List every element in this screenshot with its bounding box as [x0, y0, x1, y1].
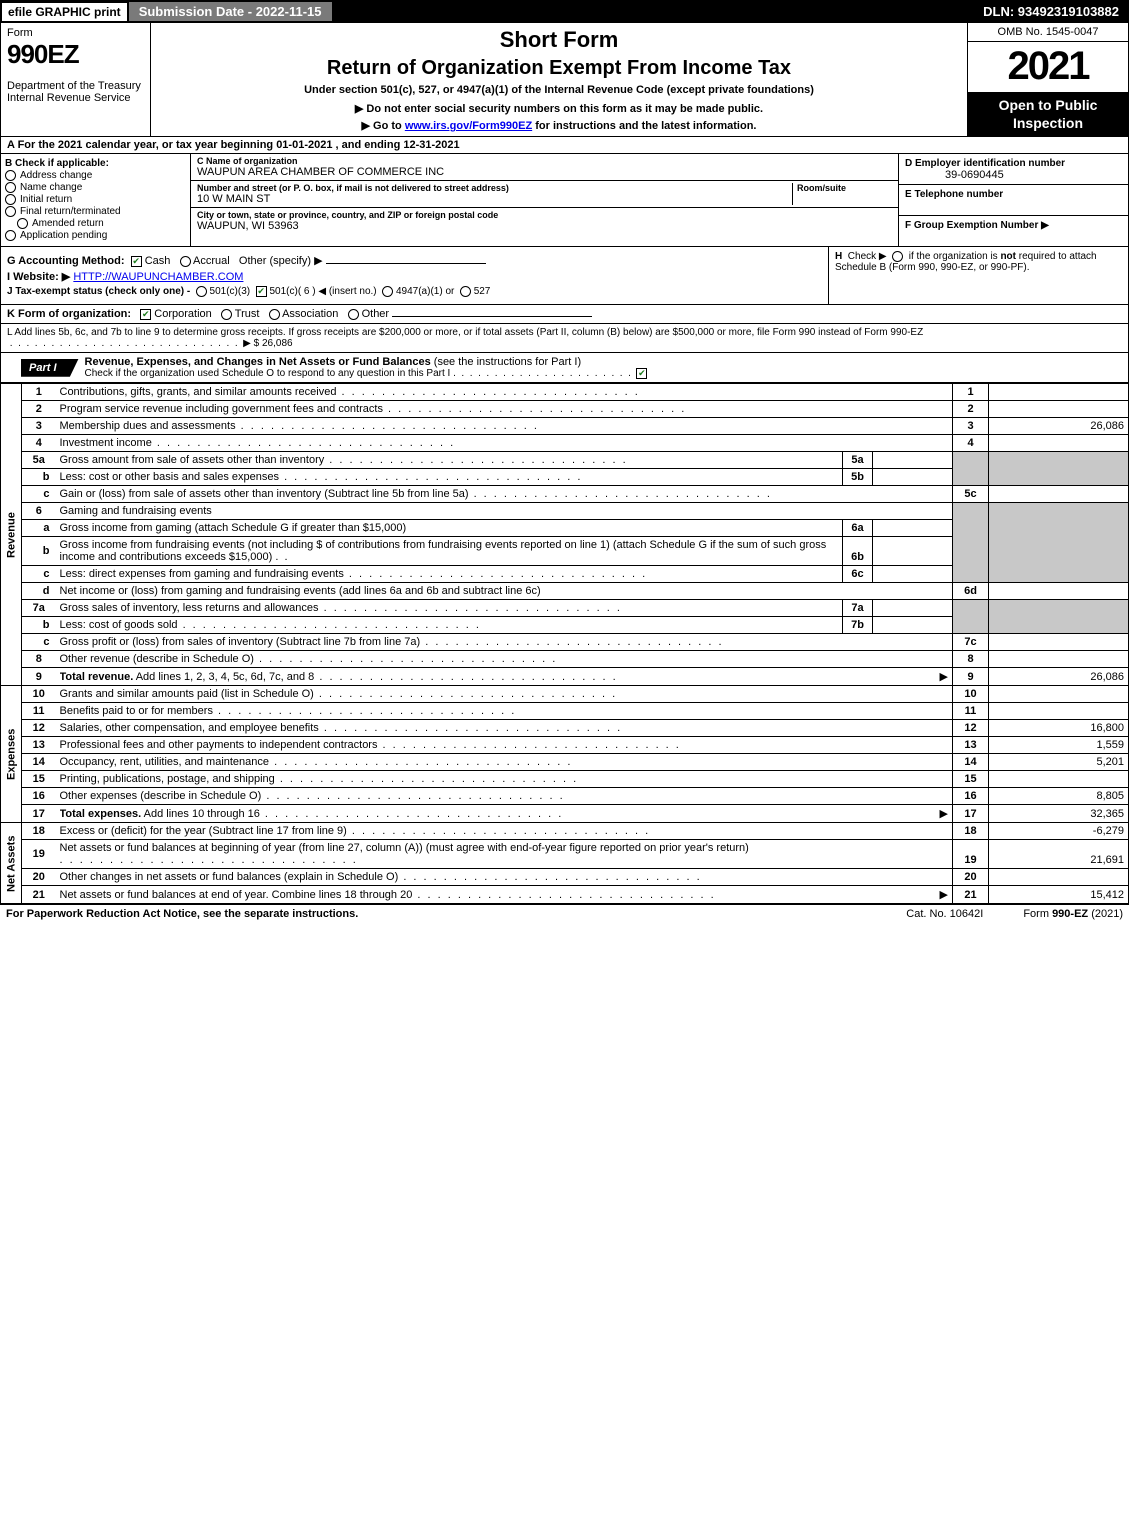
block-g-i-j: G Accounting Method: Cash Accrual Other …: [0, 247, 1129, 305]
sub-6b: [873, 537, 953, 566]
amt-8: [989, 651, 1129, 668]
do-not-note: ▶ Do not enter social security numbers o…: [161, 102, 957, 115]
amt-14: 5,201: [989, 754, 1129, 771]
chk-amended-return[interactable]: [17, 218, 28, 229]
chk-address-change[interactable]: [5, 170, 16, 181]
chk-h[interactable]: [892, 251, 903, 262]
netassets-vlabel: Net Assets: [1, 823, 22, 904]
part-i-header: Part I Revenue, Expenses, and Changes in…: [0, 353, 1129, 383]
top-bar: efile GRAPHIC print Submission Date - 20…: [0, 0, 1129, 23]
chk-application-pending[interactable]: [5, 230, 16, 241]
org-name: WAUPUN AREA CHAMBER OF COMMERCE INC: [197, 166, 444, 178]
part-tab: Part I: [21, 359, 79, 377]
chk-527[interactable]: [460, 286, 471, 297]
sub-6c: [873, 566, 953, 583]
row-j: J Tax-exempt status (check only one) - 5…: [7, 286, 822, 297]
row-g: G Accounting Method: Cash Accrual Other …: [7, 254, 822, 267]
amt-7c: [989, 634, 1129, 651]
department-label: Department of the Treasury Internal Reve…: [7, 80, 144, 104]
amt-2: [989, 401, 1129, 418]
amt-5c: [989, 486, 1129, 503]
row-i: I Website: ▶ HTTP://WAUPUNCHAMBER.COM: [7, 270, 822, 283]
dln-label: DLN: 93492319103882: [975, 2, 1127, 21]
amt-10: [989, 686, 1129, 703]
return-title: Return of Organization Exempt From Incom…: [161, 57, 957, 80]
form-ref: Form 990-EZ (2021): [1023, 908, 1123, 920]
paperwork-notice: For Paperwork Reduction Act Notice, see …: [6, 908, 866, 920]
org-city: WAUPUN, WI 53963: [197, 220, 299, 232]
expenses-vlabel: Expenses: [1, 686, 22, 823]
chk-association[interactable]: [269, 309, 280, 320]
amt-6d: [989, 583, 1129, 600]
lines-table: Revenue 1 Contributions, gifts, grants, …: [0, 383, 1129, 904]
short-form-title: Short Form: [161, 27, 957, 53]
open-inspection: Open to Public Inspection: [968, 92, 1128, 136]
row-k: K Form of organization: Corporation Trus…: [0, 305, 1129, 324]
chk-cash[interactable]: [131, 256, 142, 267]
ein-value: 39-0690445: [945, 169, 1004, 181]
chk-corporation[interactable]: [140, 309, 151, 320]
chk-name-change[interactable]: [5, 182, 16, 193]
row-a-period: A For the 2021 calendar year, or tax yea…: [0, 137, 1129, 154]
amt-20: [989, 869, 1129, 886]
chk-schedule-o[interactable]: [636, 368, 647, 379]
sub-5a: [873, 452, 953, 469]
sub-7a: [873, 600, 953, 617]
amt-17: 32,365: [989, 805, 1129, 823]
col-c-org: C Name of organization WAUPUN AREA CHAMB…: [191, 154, 898, 246]
chk-501c3[interactable]: [196, 286, 207, 297]
chk-4947[interactable]: [382, 286, 393, 297]
org-street: 10 W MAIN ST: [197, 193, 270, 205]
row-l: L Add lines 5b, 6c, and 7b to line 9 to …: [0, 324, 1129, 353]
form-number: 990EZ: [7, 39, 144, 70]
amt-15: [989, 771, 1129, 788]
chk-accrual[interactable]: [180, 256, 191, 267]
sub-7b: [873, 617, 953, 634]
amt-21: 15,412: [989, 886, 1129, 904]
row-h: H Check ▶ if the organization is not req…: [828, 247, 1128, 304]
gross-receipts-value: ▶ $ 26,086: [243, 338, 292, 349]
amt-11: [989, 703, 1129, 720]
omb-number: OMB No. 1545-0047: [968, 23, 1128, 42]
chk-other-org[interactable]: [348, 309, 359, 320]
amt-12: 16,800: [989, 720, 1129, 737]
amt-9: 26,086: [989, 668, 1129, 686]
irs-link[interactable]: www.irs.gov/Form990EZ: [405, 120, 532, 132]
amt-3: 26,086: [989, 418, 1129, 435]
amt-16: 8,805: [989, 788, 1129, 805]
cat-no: Cat. No. 10642I: [906, 908, 983, 920]
chk-trust[interactable]: [221, 309, 232, 320]
chk-501c[interactable]: [256, 286, 267, 297]
block-b-h: B Check if applicable: Address change Na…: [0, 154, 1129, 247]
website-link[interactable]: HTTP://WAUPUNCHAMBER.COM: [73, 271, 243, 283]
form-header: Form 990EZ Department of the Treasury In…: [0, 23, 1129, 137]
page-footer: For Paperwork Reduction Act Notice, see …: [0, 904, 1129, 923]
chk-final-return[interactable]: [5, 206, 16, 217]
amt-4: [989, 435, 1129, 452]
efile-label[interactable]: efile GRAPHIC print: [2, 3, 127, 21]
sub-6a: [873, 520, 953, 537]
col-def: D Employer identification number 39-0690…: [898, 154, 1128, 246]
revenue-vlabel: Revenue: [1, 384, 22, 686]
goto-note: ▶ Go to www.irs.gov/Form990EZ for instru…: [161, 119, 957, 132]
amt-18: -6,279: [989, 823, 1129, 840]
amt-19: 21,691: [989, 840, 1129, 869]
col-b-checkboxes: B Check if applicable: Address change Na…: [1, 154, 191, 246]
amt-13: 1,559: [989, 737, 1129, 754]
chk-initial-return[interactable]: [5, 194, 16, 205]
sub-5b: [873, 469, 953, 486]
under-section: Under section 501(c), 527, or 4947(a)(1)…: [161, 84, 957, 96]
tax-year: 2021: [968, 42, 1128, 92]
submission-date: Submission Date - 2022-11-15: [127, 2, 334, 21]
amt-1: [989, 384, 1129, 401]
form-word: Form: [7, 27, 144, 39]
